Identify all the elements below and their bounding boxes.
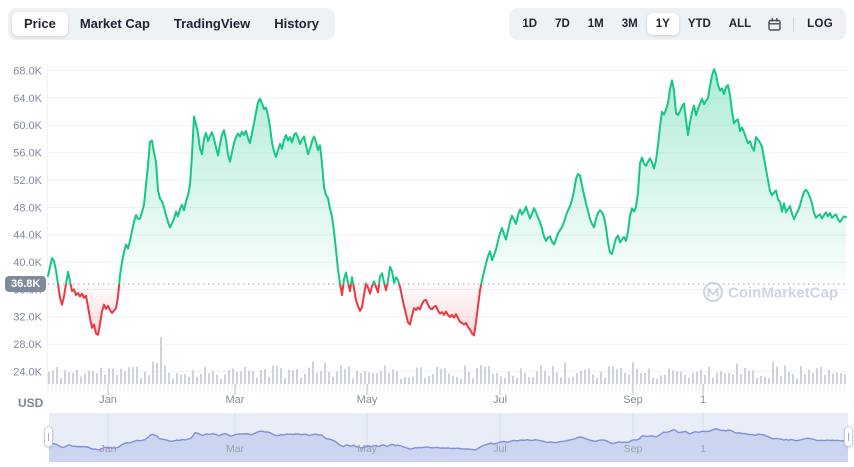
coinmarketcap-watermark: CoinMarketCap	[702, 281, 838, 303]
range-1y-button[interactable]: 1Y	[646, 13, 679, 35]
toolbar: Price Market Cap TradingView History 1D 7D 1M…	[8, 8, 846, 40]
navigator-left-handle[interactable]	[44, 426, 53, 447]
volume-bars	[48, 337, 846, 384]
price-chart-canvas[interactable]: 68.0K 64.0K 60.0K 56.0K 52.0K 48.0K 44.0K 40.0K…	[0, 50, 854, 410]
y-tick-label: 52.0K	[13, 175, 42, 187]
toolbar-divider	[793, 16, 795, 32]
range-1d-button[interactable]: 1D	[522, 18, 538, 30]
tab-history[interactable]: History	[274, 16, 320, 31]
y-tick-label: 60.0K	[13, 120, 42, 132]
range-ytd-button[interactable]: YTD	[687, 18, 711, 30]
tab-market-cap[interactable]: Market Cap	[79, 16, 150, 31]
tab-price[interactable]: Price	[12, 12, 68, 36]
range-1m-button[interactable]: 1M	[587, 18, 604, 30]
navigator-month-label: May	[357, 443, 377, 455]
tab-tradingview[interactable]: TradingView	[173, 16, 251, 31]
price-line-up	[47, 68, 847, 285]
y-tick-label: 48.0K	[13, 202, 42, 214]
chart-type-tab-group: Price Market Cap TradingView History	[8, 8, 336, 40]
x-tick-label: Sep	[623, 394, 643, 406]
y-tick-label: 24.0K	[13, 366, 42, 378]
x-tick-label: Jul	[493, 394, 507, 406]
navigator-month-label: 1	[700, 443, 706, 455]
range-navigator[interactable]: Jan Mar May Jul Sep 1	[44, 413, 853, 462]
y-tick-label: 44.0K	[13, 230, 42, 242]
navigator-month-label: Jan	[99, 443, 117, 455]
y-tick-label: 64.0K	[13, 93, 42, 105]
navigator-right-handle[interactable]	[844, 426, 853, 447]
price-area-below	[58, 284, 482, 336]
navigator-area	[49, 428, 848, 462]
x-tick-label: 1	[700, 394, 706, 406]
y-tick-label: 28.0K	[13, 339, 42, 351]
currency-label: USD	[18, 396, 44, 410]
log-scale-button[interactable]: LOG	[807, 18, 833, 30]
x-tick-label: Mar	[226, 394, 245, 406]
price-line-down	[56, 284, 483, 337]
x-tick-label: May	[357, 394, 378, 406]
range-selector-group: 1D 7D 1M 3M 1Y YTD ALL LOG	[509, 8, 846, 40]
x-tick-label: Jan	[99, 394, 117, 406]
y-axis-labels: 68.0K 64.0K 60.0K 56.0K 52.0K 48.0K 44.0K 40.0K…	[13, 65, 42, 378]
current-price-badge: 36.8K	[5, 276, 47, 292]
navigator-month-label: Jul	[493, 443, 507, 455]
watermark-text: CoinMarketCap	[728, 285, 838, 302]
range-all-button[interactable]: ALL	[728, 18, 752, 30]
calendar-icon[interactable]	[760, 15, 789, 34]
y-tick-label: 40.0K	[13, 257, 42, 269]
y-tick-label: 56.0K	[13, 148, 42, 160]
x-axis-ticks	[47, 384, 845, 395]
y-tick-label: 68.0K	[13, 65, 42, 77]
x-axis-labels: Jan Mar May Jul Sep 1	[99, 394, 706, 406]
range-7d-button[interactable]: 7D	[555, 18, 570, 30]
navigator-line	[49, 428, 848, 451]
range-3m-button[interactable]: 3M	[621, 18, 638, 30]
navigator-month-label: Mar	[225, 443, 245, 455]
y-tick-label: 32.0K	[13, 312, 42, 324]
navigator-mini-chart[interactable]	[49, 413, 848, 462]
price-area-above	[48, 69, 846, 285]
navigator-month-label: Sep	[623, 443, 643, 455]
